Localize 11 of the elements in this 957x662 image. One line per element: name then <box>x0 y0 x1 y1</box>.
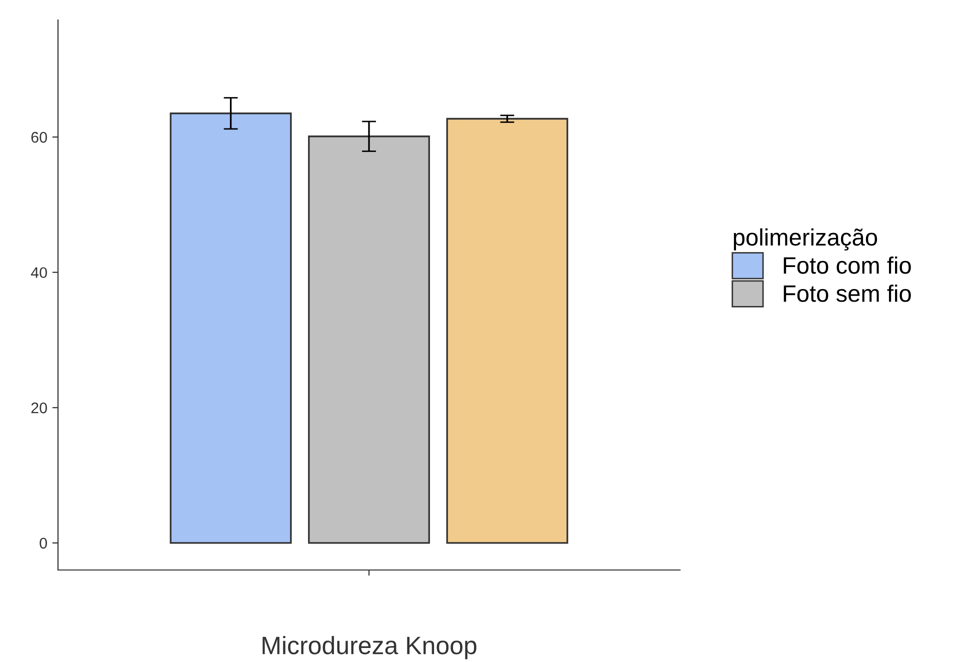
bar <box>308 136 430 544</box>
y-tick-label: 40 <box>30 267 47 278</box>
y-tick-label: 60 <box>31 132 47 143</box>
y-tick-label: 0 <box>40 538 47 549</box>
y-tick-label: 20 <box>31 402 47 414</box>
legend-label: Foto com fio <box>784 256 911 274</box>
bar <box>446 118 568 544</box>
legend-label: Foto sem fio <box>784 284 911 302</box>
bar <box>170 112 292 544</box>
x-axis-title: Microdureza Knoop <box>262 636 476 660</box>
legend-title: polimerização <box>734 228 878 250</box>
